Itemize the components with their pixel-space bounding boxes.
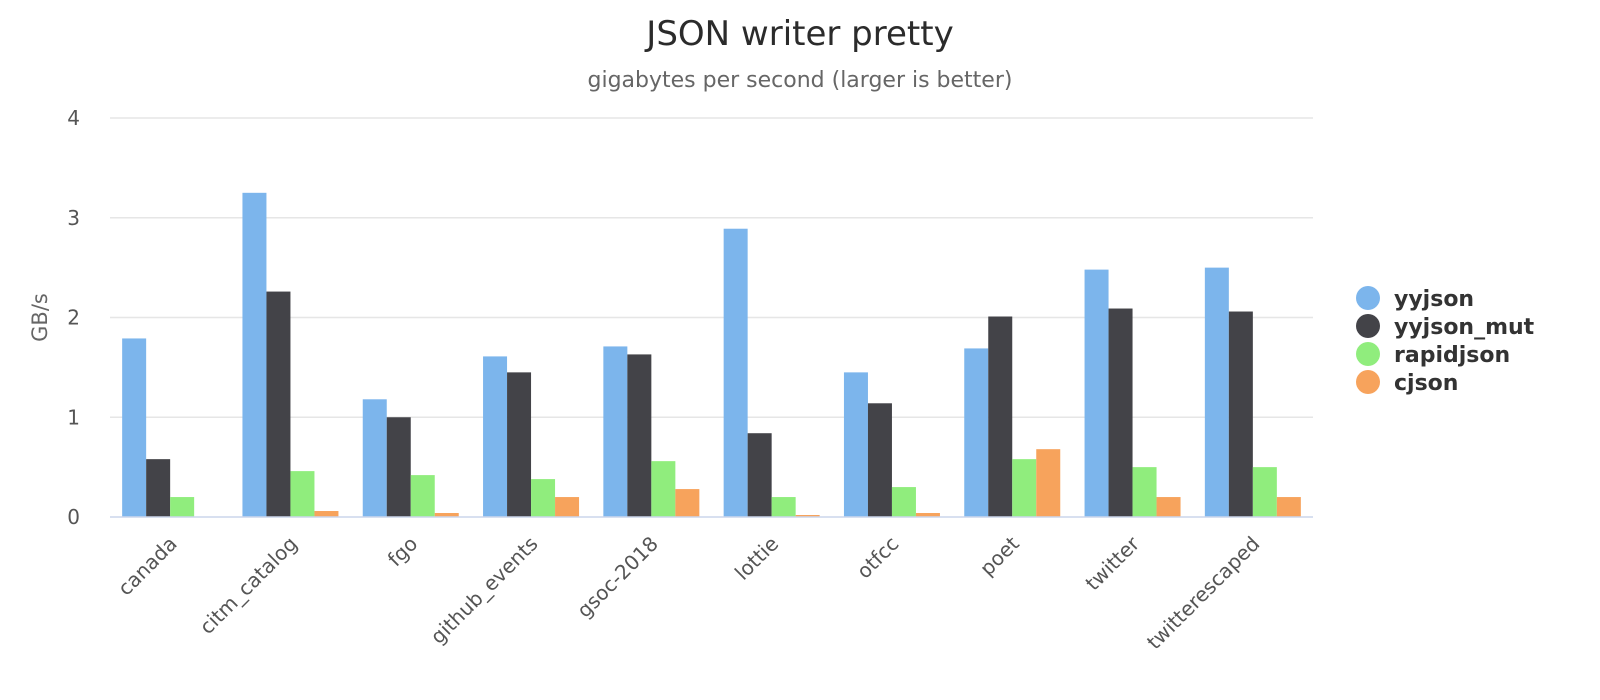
bar-cjson-fgo[interactable]	[434, 513, 459, 517]
bar-cjson-lottie[interactable]	[795, 515, 820, 517]
bar-cjson-poet[interactable]	[1036, 449, 1061, 517]
bar-cjson-twitterescaped[interactable]	[1276, 497, 1301, 517]
y-axis-title: GB/s	[28, 293, 52, 342]
bar-rapidjson-gsoc-2018[interactable]	[651, 461, 676, 517]
x-tick-label: twitterescaped	[1142, 532, 1264, 654]
bar-yyjson_mut-twitter[interactable]	[1108, 308, 1133, 517]
bar-cjson-otfcc[interactable]	[915, 513, 940, 517]
bar-rapidjson-otfcc[interactable]	[891, 487, 916, 517]
legend-marker-yyjson[interactable]	[1356, 286, 1380, 310]
bar-yyjson_mut-citm_catalog[interactable]	[266, 291, 291, 517]
y-tick-label: 3	[67, 206, 80, 230]
bar-yyjson_mut-twitterescaped[interactable]	[1228, 311, 1253, 517]
legend-label-cjson[interactable]: cjson	[1394, 371, 1458, 396]
bar-rapidjson-fgo[interactable]	[410, 475, 435, 517]
bar-cjson-citm_catalog[interactable]	[314, 511, 339, 517]
bar-rapidjson-lottie[interactable]	[771, 497, 796, 517]
bar-cjson-twitter[interactable]	[1156, 497, 1181, 517]
legend-label-yyjson_mut[interactable]: yyjson_mut	[1394, 315, 1535, 340]
bar-rapidjson-twitter[interactable]	[1132, 467, 1157, 517]
x-tick-label: gsoc-2018	[572, 532, 663, 623]
x-tick-label: lottie	[730, 532, 783, 585]
x-tick-label: canada	[113, 532, 182, 601]
bar-yyjson_mut-gsoc-2018[interactable]	[627, 354, 652, 517]
chart-subtitle: gigabytes per second (larger is better)	[587, 68, 1013, 93]
legend-marker-yyjson_mut[interactable]	[1356, 314, 1380, 338]
x-tick-label: citm_catalog	[195, 532, 302, 639]
bar-yyjson-lottie[interactable]	[723, 228, 748, 517]
x-tick-label: github_events	[426, 532, 543, 649]
bar-yyjson_mut-fgo[interactable]	[386, 417, 411, 517]
x-tick-label: twitter	[1080, 531, 1144, 595]
bar-yyjson-fgo[interactable]	[362, 399, 387, 517]
bar-yyjson-citm_catalog[interactable]	[242, 192, 267, 517]
legend-label-rapidjson[interactable]: rapidjson	[1394, 343, 1510, 368]
legend: yyjson yyjson_mut rapidjson cjson	[1356, 286, 1535, 396]
bar-rapidjson-twitterescaped[interactable]	[1252, 467, 1277, 517]
bar-cjson-gsoc-2018[interactable]	[675, 489, 700, 517]
bar-yyjson-twitter[interactable]	[1084, 269, 1109, 517]
bar-yyjson-canada[interactable]	[122, 338, 147, 517]
bar-yyjson-github_events[interactable]	[483, 356, 508, 517]
bar-rapidjson-citm_catalog[interactable]	[290, 471, 315, 517]
bar-rapidjson-poet[interactable]	[1012, 459, 1037, 517]
bars	[122, 192, 1301, 517]
bar-yyjson_mut-github_events[interactable]	[507, 372, 532, 517]
y-tick-label: 2	[67, 306, 80, 330]
x-tick-label: otfcc	[852, 532, 904, 584]
bar-yyjson_mut-poet[interactable]	[988, 316, 1013, 517]
bar-yyjson_mut-otfcc[interactable]	[867, 403, 892, 517]
bar-rapidjson-canada[interactable]	[170, 497, 195, 517]
chart-title: JSON writer pretty	[646, 14, 954, 54]
legend-marker-cjson[interactable]	[1356, 370, 1380, 394]
x-tick-label: fgo	[383, 532, 423, 572]
legend-marker-rapidjson[interactable]	[1356, 342, 1380, 366]
y-tick-label: 0	[67, 505, 80, 529]
bar-yyjson-twitterescaped[interactable]	[1204, 267, 1229, 517]
bar-yyjson-poet[interactable]	[964, 348, 989, 517]
bar-yyjson-gsoc-2018[interactable]	[603, 346, 628, 517]
bar-yyjson-otfcc[interactable]	[843, 372, 868, 517]
bar-yyjson_mut-lottie[interactable]	[747, 433, 772, 517]
bar-cjson-github_events[interactable]	[555, 497, 580, 517]
bar-rapidjson-github_events[interactable]	[531, 479, 556, 517]
y-tick-label: 1	[67, 405, 80, 429]
x-tick-label: poet	[975, 531, 1024, 580]
bar-yyjson_mut-canada[interactable]	[146, 459, 171, 517]
legend-label-yyjson[interactable]: yyjson	[1394, 287, 1474, 312]
y-tick-label: 4	[67, 106, 80, 130]
